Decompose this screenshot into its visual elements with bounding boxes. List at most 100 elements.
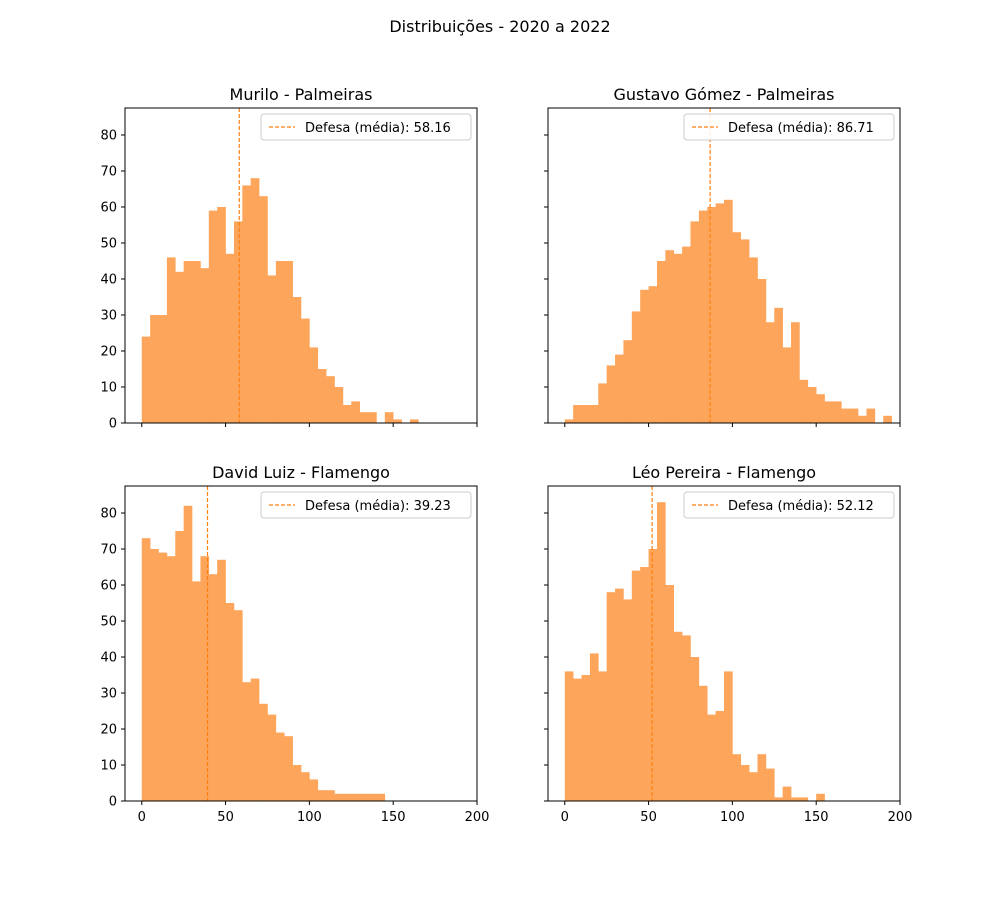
histogram-bar — [284, 261, 293, 423]
histogram-bar — [690, 657, 700, 801]
x-tick-label: 200 — [888, 810, 913, 825]
histogram-bar — [409, 419, 419, 423]
histogram-bar — [309, 347, 319, 423]
histogram-bar — [175, 531, 184, 801]
histogram-bar — [334, 793, 344, 801]
histogram-bar — [573, 678, 582, 801]
histogram-bar — [707, 714, 716, 801]
histogram-bar — [648, 286, 658, 423]
axes-frame — [124, 485, 478, 802]
histogram-bar — [217, 559, 226, 801]
histogram-bar — [782, 347, 792, 423]
histogram-bar — [292, 297, 302, 423]
histogram-bar — [158, 552, 168, 801]
histogram-bar — [359, 793, 369, 801]
histogram-bar — [317, 369, 327, 423]
histogram-bar — [250, 678, 260, 801]
histogram-bar — [807, 387, 817, 423]
histogram-bar — [690, 221, 700, 423]
histogram-bar — [342, 793, 352, 801]
histogram-bar — [242, 185, 252, 423]
legend-box — [260, 113, 472, 141]
subplot-title: Murilo - Palmeiras — [230, 85, 373, 104]
histogram-bar — [682, 246, 691, 423]
histogram-bar — [623, 599, 633, 801]
histogram-bar — [242, 682, 252, 801]
y-tick-label: 60 — [100, 201, 117, 216]
histogram-bar — [707, 207, 716, 423]
histogram-bar — [598, 671, 607, 801]
subplot-title: David Luiz - Flamengo — [212, 463, 390, 482]
histogram-bar — [698, 210, 708, 423]
histogram-bar — [841, 408, 851, 423]
histogram-bar — [799, 797, 809, 801]
histogram-bar — [824, 401, 834, 423]
x-tick-label: 150 — [381, 810, 406, 825]
histogram-bar — [267, 275, 277, 423]
histogram-bar — [816, 394, 825, 423]
y-tick-label: 40 — [100, 273, 117, 288]
histogram-bar — [200, 268, 210, 423]
histogram-bar — [774, 307, 783, 423]
y-tick-label: 0 — [109, 417, 117, 432]
histogram-bar — [791, 797, 800, 801]
histogram-bar — [589, 653, 599, 801]
y-tick-label: 80 — [100, 129, 117, 144]
histogram-bar — [192, 581, 201, 801]
y-tick-label: 70 — [100, 165, 117, 180]
histogram-bar — [606, 592, 616, 801]
histogram-bar — [740, 239, 750, 423]
histogram-bar — [656, 502, 666, 801]
y-tick-label: 40 — [100, 651, 117, 666]
y-tick-label: 10 — [100, 759, 117, 774]
histogram-bar — [757, 279, 767, 423]
y-tick-label: 0 — [109, 795, 117, 810]
histogram-bar — [648, 549, 658, 801]
histogram-bar — [782, 786, 792, 801]
legend-label: Defesa (média): 39.23 — [305, 499, 451, 514]
histogram-bar — [150, 549, 159, 801]
y-tick-label: 10 — [100, 381, 117, 396]
histogram-bar — [301, 318, 310, 423]
histogram-bar — [749, 257, 758, 423]
histogram-bar — [765, 768, 775, 801]
histogram-bar — [166, 257, 176, 423]
histogram-bar — [732, 232, 742, 423]
histogram-bar — [682, 635, 691, 801]
subplot-leo-pereira: 0 50 100 150 200 Léo Pereira - Flamengo Defesa… — [544, 463, 912, 825]
x-tick-label: 0 — [138, 810, 146, 825]
histogram-bar — [631, 570, 641, 801]
histogram-bar — [715, 203, 725, 423]
histogram-bar — [225, 253, 235, 423]
x-tick-label: 100 — [297, 810, 322, 825]
axes-frame — [547, 485, 901, 802]
x-tick-label: 100 — [720, 810, 745, 825]
y-tick-label: 20 — [100, 345, 117, 360]
y-tick-label: 20 — [100, 723, 117, 738]
histogram-bar — [589, 405, 599, 423]
x-tick-label: 150 — [804, 810, 829, 825]
histogram-bar — [615, 588, 624, 801]
histogram-bar — [351, 401, 360, 423]
subplot-murilo: 0 10 20 30 40 50 60 70 80 Murilo - Palmeiras Defes… — [100, 85, 478, 432]
histogram-bar — [233, 610, 243, 801]
histogram-bar — [150, 315, 159, 423]
legend-box — [683, 113, 895, 141]
y-tick-label: 30 — [100, 687, 117, 702]
histogram-bar — [233, 221, 243, 423]
y-tick-label: 70 — [100, 543, 117, 558]
histogram-bar — [317, 790, 327, 801]
histogram-bar — [598, 383, 607, 423]
histogram-bar — [740, 765, 750, 801]
histogram-bar — [326, 376, 335, 423]
histogram-bar — [384, 412, 394, 423]
histogram-bar — [791, 322, 800, 423]
legend-box — [260, 491, 472, 519]
histogram-bar — [158, 315, 168, 423]
histogram-bar — [259, 196, 268, 423]
histogram-bar — [724, 671, 733, 801]
y-tick-label: 60 — [100, 579, 117, 594]
histogram-bar — [665, 250, 675, 423]
histogram-bar — [631, 311, 641, 423]
